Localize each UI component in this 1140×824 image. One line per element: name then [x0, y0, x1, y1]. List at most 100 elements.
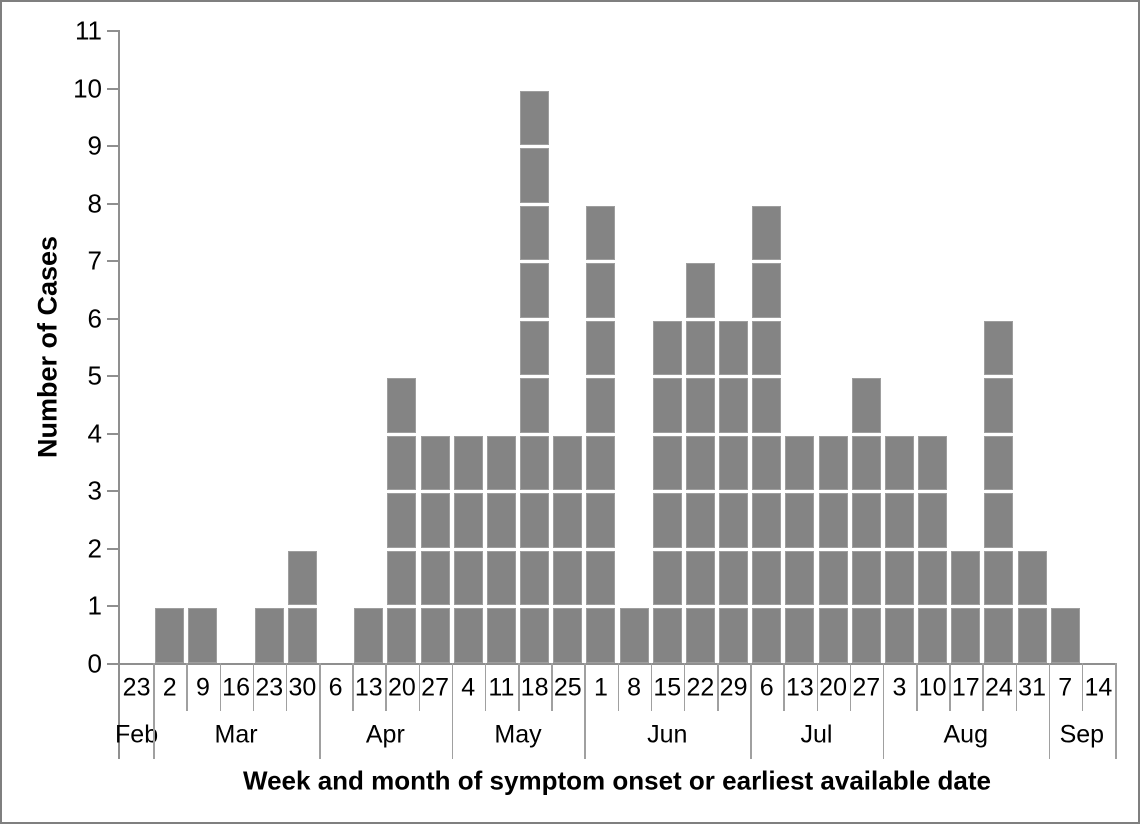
- case-square: [984, 493, 1014, 548]
- case-square: [619, 608, 649, 663]
- week-label: 27: [852, 673, 881, 702]
- case-square: [520, 435, 550, 491]
- case-square: [652, 378, 682, 433]
- y-tick-mark: [107, 145, 118, 148]
- week-label: 9: [195, 673, 210, 702]
- y-tick-mark: [107, 432, 118, 435]
- case-square: [520, 493, 550, 548]
- week-separator: [186, 663, 188, 711]
- case-square: [652, 435, 682, 491]
- y-tick-label: 7: [87, 245, 102, 276]
- week-label: 30: [288, 673, 317, 702]
- week-label: 6: [759, 673, 774, 702]
- week-label: 24: [985, 673, 1013, 702]
- case-square: [520, 550, 550, 606]
- case-square: [520, 320, 550, 376]
- month-label: Mar: [214, 720, 258, 749]
- case-square: [719, 435, 749, 491]
- case-square: [719, 320, 749, 376]
- case-square: [420, 608, 450, 663]
- case-square: [254, 608, 284, 663]
- case-square: [851, 378, 881, 433]
- month-separator: [882, 663, 885, 759]
- y-tick-label: 1: [87, 590, 102, 621]
- y-tick-mark: [107, 490, 118, 493]
- case-square: [984, 320, 1014, 376]
- case-square: [719, 493, 749, 548]
- case-square: [1050, 608, 1080, 663]
- month-label: Jun: [647, 720, 688, 749]
- case-square: [918, 493, 948, 548]
- month-label: Jul: [800, 720, 833, 749]
- week-label: 22: [686, 673, 715, 702]
- case-square: [685, 550, 715, 606]
- x-axis-title: Week and month of symptom onset or earli…: [243, 765, 991, 796]
- case-square: [387, 550, 417, 606]
- case-square: [984, 435, 1014, 491]
- month-separator: [153, 663, 155, 759]
- case-square: [520, 263, 550, 318]
- case-square: [287, 550, 317, 606]
- week-separator: [1015, 663, 1017, 711]
- case-square: [652, 320, 682, 376]
- week-label: 2: [162, 673, 177, 702]
- case-square: [851, 493, 881, 548]
- case-square: [652, 550, 682, 606]
- month-label: May: [494, 720, 542, 749]
- y-tick-label: 8: [87, 188, 102, 219]
- case-square: [453, 493, 483, 548]
- case-square: [785, 550, 815, 606]
- week-label: 27: [421, 673, 449, 702]
- week-label: 13: [354, 673, 383, 702]
- case-square: [387, 493, 417, 548]
- case-square: [520, 148, 550, 203]
- y-axis-line: [118, 30, 120, 759]
- case-square: [520, 608, 550, 663]
- case-square: [719, 550, 749, 606]
- y-tick-label: 6: [87, 303, 102, 334]
- case-square: [685, 608, 715, 663]
- case-square: [453, 550, 483, 606]
- week-label: 6: [328, 673, 343, 702]
- case-square: [685, 435, 715, 491]
- case-square: [453, 608, 483, 663]
- week-label: 16: [222, 673, 250, 702]
- case-square: [520, 378, 550, 433]
- case-square: [553, 608, 583, 663]
- week-label: 18: [520, 673, 549, 702]
- case-square: [1017, 608, 1047, 663]
- case-square: [884, 435, 914, 491]
- case-square: [685, 320, 715, 376]
- y-tick-mark: [107, 260, 118, 263]
- week-label: 23: [122, 673, 151, 702]
- case-square: [486, 435, 516, 491]
- y-tick-label: 9: [87, 130, 102, 161]
- case-square: [553, 435, 583, 491]
- case-square: [354, 608, 384, 663]
- month-separator: [451, 663, 454, 759]
- case-square: [486, 493, 516, 548]
- week-separator: [949, 663, 951, 711]
- week-separator: [617, 663, 619, 711]
- y-tick-mark: [107, 87, 118, 90]
- week-label: 20: [819, 673, 847, 702]
- month-label: Sep: [1059, 720, 1105, 749]
- case-square: [287, 608, 317, 663]
- case-square: [951, 608, 981, 663]
- week-label: 31: [1018, 673, 1046, 702]
- case-square: [387, 378, 417, 433]
- y-tick-mark: [107, 375, 118, 378]
- month-separator: [750, 663, 752, 759]
- week-separator: [352, 663, 354, 711]
- week-label: 14: [1084, 673, 1113, 702]
- week-separator: [683, 663, 686, 711]
- month-separator: [584, 663, 586, 759]
- week-separator: [285, 663, 288, 711]
- case-square: [785, 493, 815, 548]
- case-square: [719, 608, 749, 663]
- case-square: [818, 435, 848, 491]
- case-square: [851, 550, 881, 606]
- y-tick-mark: [107, 202, 118, 205]
- case-square: [586, 493, 616, 548]
- week-separator: [816, 663, 818, 711]
